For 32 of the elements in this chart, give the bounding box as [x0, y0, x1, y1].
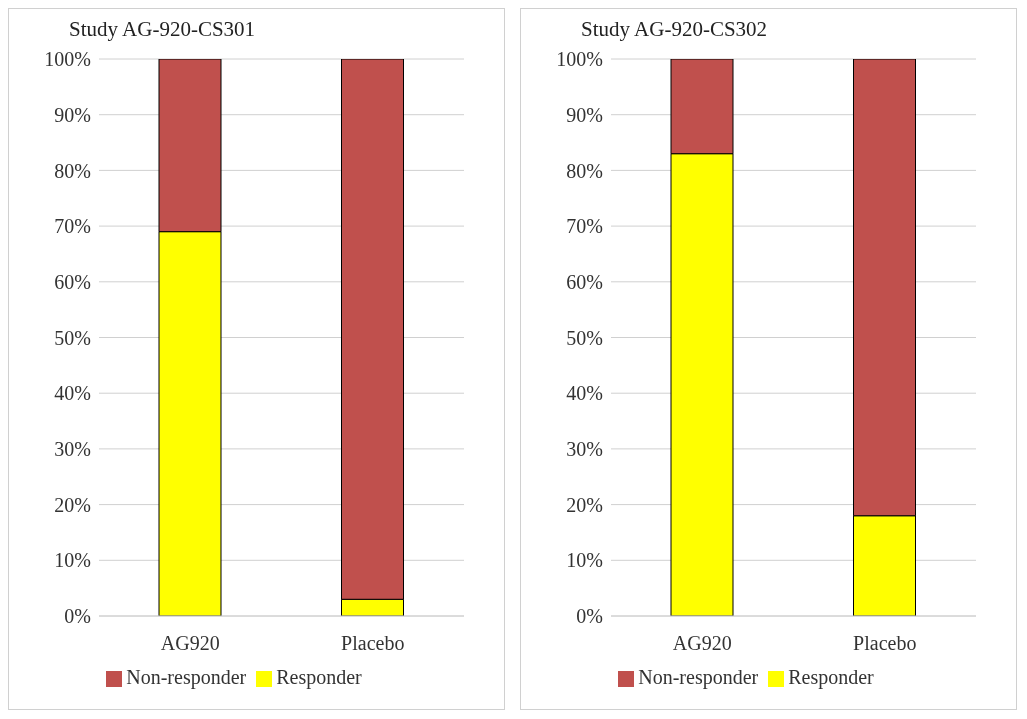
chart-title: Study AG-920-CS301: [69, 17, 256, 42]
x-tick-label: Placebo: [853, 632, 917, 655]
legend-label: Responder: [276, 666, 362, 688]
y-tick-label: 10%: [54, 549, 91, 572]
y-tick-label: 50%: [566, 326, 603, 349]
x-tick-label: Placebo: [341, 632, 405, 655]
legend-label: Responder: [788, 666, 874, 688]
y-tick-label: 80%: [54, 159, 91, 182]
y-tick-label: 70%: [54, 215, 91, 238]
x-tick-label: AG920: [672, 632, 732, 655]
x-tick-label: AG920: [160, 632, 220, 655]
legend-label: Non-responder: [638, 666, 759, 688]
y-tick-label: 70%: [566, 215, 603, 238]
y-tick-label: 60%: [54, 270, 91, 293]
y-tick-label: 10%: [566, 549, 603, 572]
y-tick-label: 0%: [64, 605, 91, 628]
y-tick-label: 40%: [54, 382, 91, 405]
legend-label: Non-responder: [126, 666, 247, 688]
y-tick-label: 30%: [566, 438, 603, 460]
y-tick-label: 80%: [566, 159, 603, 182]
y-tick-label: 90%: [566, 103, 603, 126]
y-tick-label: 20%: [54, 493, 91, 516]
y-tick-label: 40%: [566, 382, 603, 405]
y-tick-label: 100%: [556, 48, 603, 71]
y-tick-label: 20%: [566, 493, 603, 516]
y-tick-label: 90%: [54, 103, 91, 126]
y-tick-label: 50%: [54, 326, 91, 349]
chart-title: Study AG-920-CS302: [581, 17, 768, 42]
y-tick-label: 0%: [576, 605, 603, 628]
y-tick-label: 100%: [44, 48, 91, 71]
y-tick-label: 60%: [566, 270, 603, 293]
y-tick-label: 30%: [54, 438, 91, 460]
